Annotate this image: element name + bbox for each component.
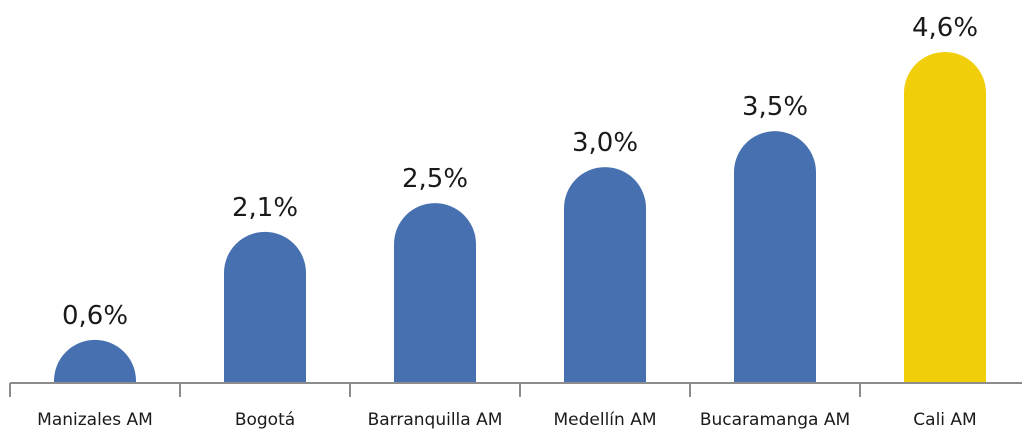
value-label-2: 2,1% [232, 193, 298, 223]
category-labels: Manizales AM Bogotá Barranquilla AM Medellí… [37, 410, 977, 430]
value-label-3: 2,5% [402, 164, 468, 194]
bars-layer [54, 52, 986, 383]
value-labels: 0,6% 2,1% 2,5% 3,0% 3,5% 4,6% [62, 13, 978, 331]
x-axis [9, 382, 1022, 397]
category-label-1: Manizales AM [37, 410, 153, 430]
category-label-2: Bogotá [235, 410, 295, 430]
bar-5 [734, 131, 816, 383]
category-label-4: Medellín AM [553, 410, 656, 430]
bar-1 [54, 339, 136, 383]
value-label-4: 3,0% [572, 128, 638, 158]
value-label-1: 0,6% [62, 301, 128, 331]
category-label-3: Barranquilla AM [368, 410, 503, 430]
category-label-5: Bucaramanga AM [700, 410, 850, 430]
category-label-6: Cali AM [913, 410, 976, 430]
value-label-6: 4,6% [912, 13, 978, 43]
bar-4 [564, 167, 646, 383]
bar-2 [224, 231, 306, 383]
bar-6 [904, 52, 986, 383]
bar-3 [394, 203, 476, 383]
value-label-5: 3,5% [742, 92, 808, 122]
